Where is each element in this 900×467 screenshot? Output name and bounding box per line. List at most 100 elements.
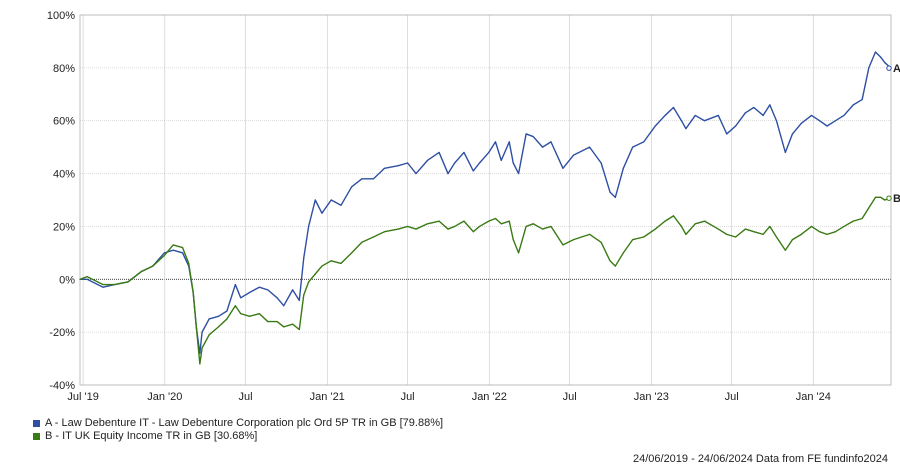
legend-swatch-a: [33, 420, 40, 427]
data-point-b: [298, 328, 300, 331]
series-end-label-b: B: [893, 193, 900, 205]
y-tick-label: 100%: [47, 10, 75, 22]
data-point-a: [800, 122, 802, 124]
data-point-b: [314, 273, 316, 275]
data-point-b: [372, 236, 375, 238]
data-point-a: [208, 318, 210, 320]
series-line-b: [79, 196, 892, 365]
legend-swatch-b: [33, 433, 40, 440]
data-point-b: [622, 252, 624, 254]
series-line-a: [80, 51, 892, 354]
data-point-a: [726, 133, 728, 135]
data-point-a: [438, 151, 440, 154]
data-point-b: [361, 241, 363, 243]
data-point-b: [600, 241, 602, 243]
data-point-a: [541, 146, 544, 148]
data-point-a: [407, 162, 409, 164]
data-point-a: [508, 141, 510, 143]
x-tick-label: Jul: [563, 391, 577, 400]
data-point-a: [321, 212, 323, 214]
data-point-b: [643, 236, 645, 238]
data-point-b: [292, 323, 294, 325]
legend-label-b: B - IT UK Equity Income TR in GB [30.68%…: [45, 430, 258, 442]
data-point-b: [152, 265, 154, 267]
data-point-a: [818, 120, 821, 122]
y-tick-label: 0%: [59, 274, 75, 286]
data-point-b: [588, 233, 591, 235]
data-point-b: [351, 252, 353, 254]
data-point-a: [234, 283, 236, 286]
data-point-b: [163, 254, 165, 257]
data-point-a: [717, 114, 719, 117]
data-point-b: [330, 260, 332, 262]
data-point-b: [188, 262, 190, 265]
x-tick-label: Jan '21: [310, 391, 345, 400]
data-point-b: [769, 225, 771, 228]
data-point-b: [843, 225, 845, 228]
data-point-a: [472, 170, 474, 172]
data-point-b: [726, 233, 728, 235]
data-point-a: [172, 249, 174, 251]
data-point-b: [208, 334, 210, 336]
data-point-b: [861, 217, 863, 220]
data-point-b: [609, 260, 611, 262]
data-source-footer: 24/06/2019 - 24/06/2024 Data from FE fun…: [632, 453, 888, 465]
data-point-b: [79, 278, 81, 280]
data-point-b: [614, 265, 616, 267]
data-point-b: [283, 326, 285, 328]
x-tick-label: Jul: [725, 391, 739, 400]
data-point-a: [874, 51, 877, 53]
data-point-a: [308, 225, 310, 228]
data-point-a: [361, 178, 363, 180]
data-point-a: [654, 125, 656, 127]
data-point-b: [127, 281, 129, 283]
data-point-b: [680, 225, 683, 228]
data-point-b: [308, 281, 310, 283]
data-point-a: [517, 172, 520, 175]
data-point-a: [397, 165, 399, 167]
x-tick-label: Jan '23: [634, 391, 669, 400]
data-point-b: [478, 225, 481, 228]
data-point-a: [826, 125, 828, 127]
data-point-a: [784, 151, 786, 154]
legend-label-a: A - Law Debenture IT - Law Debenture Cor…: [45, 417, 444, 429]
data-point-b: [512, 239, 514, 241]
data-point-b: [141, 270, 143, 272]
data-point-a: [248, 291, 251, 294]
data-point-a: [102, 286, 104, 288]
data-point-a: [330, 199, 332, 201]
data-point-b: [508, 220, 510, 222]
data-point-a: [415, 172, 417, 175]
data-point-a: [454, 162, 456, 164]
data-point-b: [454, 225, 456, 228]
data-point-a: [163, 252, 165, 254]
data-point-a: [226, 310, 228, 312]
data-point-b: [735, 236, 737, 238]
data-point-a: [292, 289, 294, 291]
data-point-b: [834, 231, 837, 233]
data-point-a: [532, 135, 534, 138]
data-point-a: [525, 133, 527, 135]
data-point-b: [762, 233, 764, 235]
data-point-a: [276, 297, 278, 299]
data-point-a: [478, 162, 481, 164]
data-point-b: [195, 326, 197, 328]
data-point-a: [614, 196, 616, 198]
data-point-a: [550, 141, 552, 143]
data-point-a: [181, 252, 184, 254]
data-point-a: [600, 162, 602, 164]
data-point-a: [632, 146, 634, 148]
data-point-a: [267, 289, 269, 291]
data-point-a: [703, 120, 706, 122]
plot-frame: [79, 14, 892, 386]
data-point-b: [550, 225, 552, 228]
data-point-b: [172, 244, 174, 246]
data-point-b: [240, 313, 242, 315]
data-point-a: [622, 167, 624, 169]
data-point-a: [258, 286, 260, 288]
data-point-b: [562, 244, 564, 246]
data-point-b: [717, 228, 719, 230]
data-point-a: [643, 141, 645, 143]
data-point-a: [488, 151, 490, 154]
data-point-b: [573, 239, 575, 241]
